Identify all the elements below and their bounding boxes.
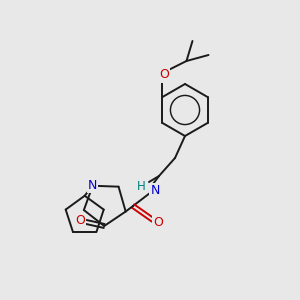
Text: O: O <box>160 68 170 82</box>
Text: N: N <box>150 184 160 196</box>
Text: N: N <box>88 179 98 192</box>
Text: O: O <box>160 68 170 82</box>
Text: O: O <box>153 215 163 229</box>
Text: O: O <box>75 214 85 227</box>
Text: N: N <box>150 184 160 196</box>
Text: H: H <box>136 179 146 193</box>
Text: O: O <box>75 214 85 227</box>
Text: N: N <box>88 179 98 192</box>
Text: H: H <box>136 179 146 193</box>
Text: O: O <box>153 215 163 229</box>
